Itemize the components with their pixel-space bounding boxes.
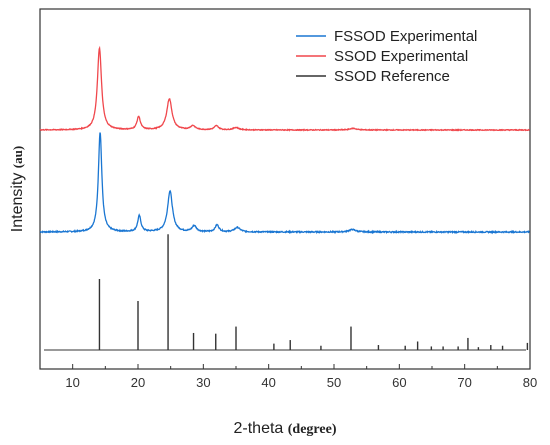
x-tick-label: 40 (261, 375, 275, 390)
legend-label-1: SSOD Experimental (334, 48, 468, 65)
x-tick-label: 60 (392, 375, 406, 390)
x-tick-label: 30 (196, 375, 210, 390)
legend-label-0: FSSOD Experimental (334, 28, 477, 45)
x-axis-label: 2-theta (degree) (234, 420, 337, 437)
x-tick-label: 70 (457, 375, 471, 390)
x-tick-label: 50 (327, 375, 341, 390)
x-tick-label: 80 (523, 375, 537, 390)
series-line-0 (39, 132, 530, 235)
series-line-1 (39, 45, 531, 132)
legend-label-2: SSOD Reference (334, 68, 450, 85)
plot-frame (39, 8, 531, 370)
x-tick-label: 10 (65, 375, 79, 390)
x-tick-label: 20 (131, 375, 145, 390)
y-axis-label: Intensity (au) (9, 146, 26, 232)
